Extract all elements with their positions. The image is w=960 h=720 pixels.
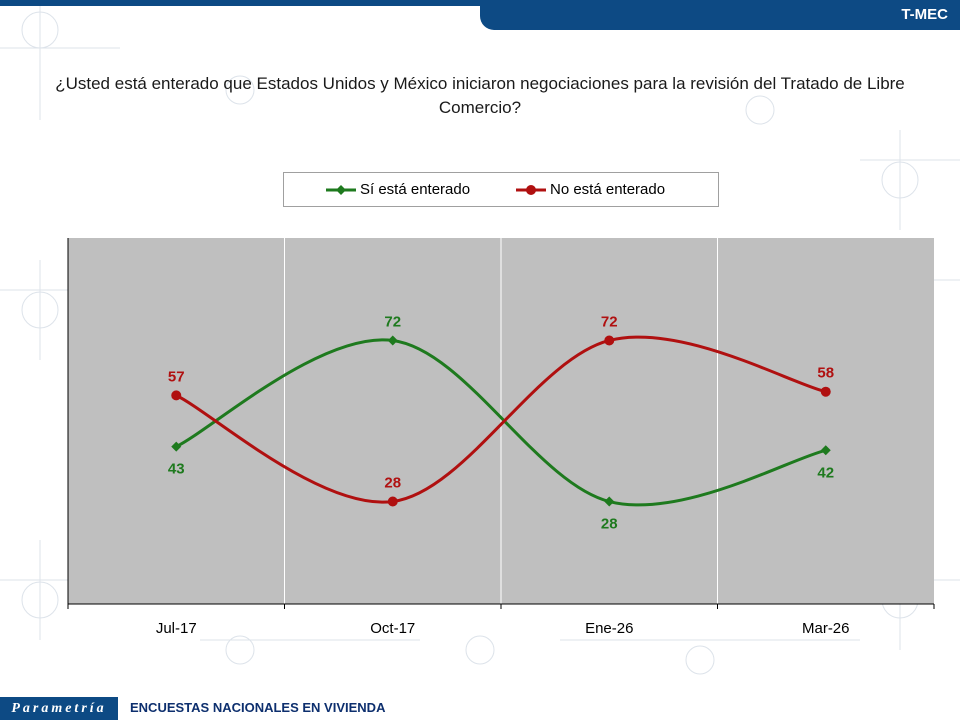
data-point-marker: [820, 445, 831, 456]
data-label: 28: [601, 516, 618, 533]
data-point-marker: [387, 335, 398, 346]
data-label: 43: [168, 461, 185, 478]
legend-label-no: No está enterado: [550, 181, 666, 198]
header-rule: [0, 0, 480, 6]
data-point-marker: [171, 441, 182, 452]
data-point-marker: [171, 390, 182, 401]
chart-title: ¿Usted está enterado que Estados Unidos …: [55, 74, 905, 117]
header-bar: T-MEC: [480, 0, 960, 30]
legend-label-si: Sí está enterado: [360, 181, 471, 198]
data-point-marker: [820, 386, 831, 397]
data-label: 58: [817, 365, 834, 382]
x-tick-label: Jul-17: [156, 620, 197, 637]
data-label: 28: [384, 475, 401, 492]
footer-caption: ENCUESTAS NACIONALES EN VIVIENDA: [130, 700, 386, 715]
legend-marker-si: [326, 185, 356, 195]
data-label: 72: [601, 313, 618, 330]
header-badge: T-MEC: [901, 6, 948, 23]
legend-marker-no: [516, 185, 546, 195]
data-point-marker: [387, 496, 398, 507]
x-tick-label: Ene-26: [585, 620, 633, 637]
line-chart: Jul-17 Oct-17 Ene-26 Mar-26 43 72 28 42 57 28 72 58: [67, 238, 935, 637]
data-label: 42: [817, 464, 834, 481]
x-tick-label: Mar-26: [802, 620, 850, 637]
series-line-0: [175, 338, 827, 507]
data-label: 72: [384, 313, 401, 330]
data-label: 57: [168, 368, 185, 385]
chart-legend: Sí está enterado No está enterado: [283, 172, 719, 207]
series-line-1: [175, 335, 827, 504]
x-tick-label: Oct-17: [370, 620, 415, 637]
parametria-logo: Parametría: [0, 697, 118, 720]
data-point-marker: [604, 496, 615, 507]
data-point-marker: [604, 335, 615, 346]
